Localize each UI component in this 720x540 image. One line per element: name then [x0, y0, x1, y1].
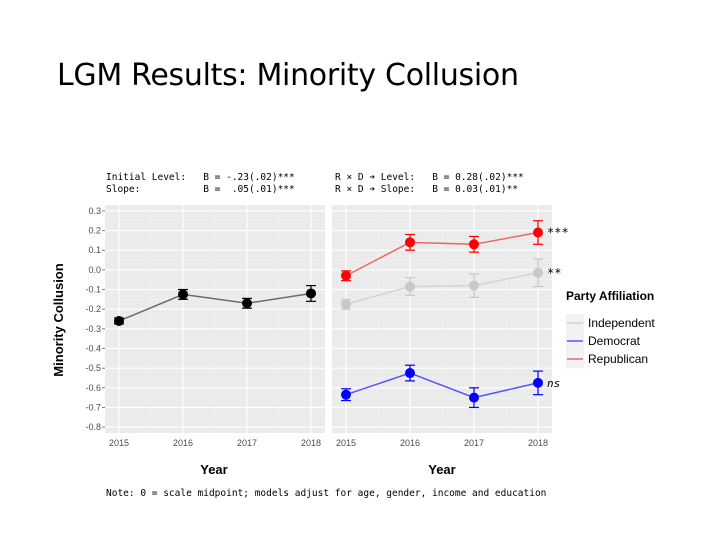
independent-point [341, 299, 351, 310]
republican-point [405, 237, 415, 248]
x-axis-title-left: Year [200, 462, 227, 477]
x-axis-title-right: Year [428, 462, 455, 477]
legend-title: Party Affiliation [566, 289, 654, 303]
republican-significance-label: *** [547, 226, 569, 240]
x-tick-label-right: 2017 [464, 438, 484, 448]
y-tick-label: -0.8 [85, 422, 101, 432]
series-point [178, 289, 188, 300]
stats-left-line2: Slope: B = .05(.01)*** [106, 184, 295, 195]
y-tick-label: -0.2 [85, 304, 101, 314]
independent-line [345, 272, 539, 305]
x-tick-label-right: 2018 [528, 438, 548, 448]
legend-label-republican: Republican [588, 352, 648, 366]
y-tick-label: 0.0 [88, 265, 101, 275]
legend-label-independent: Independent [588, 316, 655, 330]
republican-line [345, 231, 539, 277]
democrat-point [469, 392, 479, 403]
note-text: Note: 0 = scale midpoint; models adjust … [106, 488, 547, 499]
republican-point [469, 239, 479, 250]
democrat-point [405, 368, 415, 379]
tick-labels: 2015 2016 2017 2018 2015 2016 2017 2018 0.3 0.2 0.… [85, 206, 548, 448]
y-tick-label: 0.3 [88, 206, 101, 216]
stats-left-line1: Initial Level: B = -.23(.02)*** [106, 172, 295, 183]
y-tick-label: -0.1 [85, 285, 101, 295]
x-tick-label-left: 2018 [301, 438, 321, 448]
democrat-point [533, 377, 543, 388]
independent-point [405, 281, 415, 292]
democrat-point [341, 389, 351, 400]
independent-point [469, 280, 479, 291]
y-tick-label: -0.4 [85, 343, 101, 353]
y-tick-label: -0.6 [85, 383, 101, 393]
y-axis-title: Minority Collusion [51, 263, 66, 376]
y-tick-label: 0.2 [88, 226, 101, 236]
legend-label-democrat: Democrat [588, 334, 641, 348]
y-tick-label: -0.7 [85, 402, 101, 412]
republican-point [533, 227, 543, 238]
series-line [118, 292, 312, 322]
democrat-significance-label: ns [547, 377, 560, 390]
y-tick-label: -0.3 [85, 324, 101, 334]
republican-point [341, 270, 351, 281]
x-tick-label-left: 2015 [109, 438, 129, 448]
series-point [114, 315, 124, 326]
stats-right-line1: R × D ➔ Level: B = 0.28(.02)*** [335, 172, 524, 183]
slide-title: LGM Results: Minority Collusion [57, 58, 519, 93]
legend: Party Affiliation Independent Democrat Rep… [566, 289, 655, 368]
y-tick-label: -0.5 [85, 363, 101, 373]
x-tick-label-right: 2015 [336, 438, 356, 448]
x-tick-label-left: 2017 [237, 438, 257, 448]
y-tick-label: 0.1 [88, 245, 101, 255]
stats-right-line2: R × D ➔ Slope: B = 0.03(.01)** [335, 184, 519, 195]
series-point [242, 298, 252, 309]
independent-significance-label: ** [547, 266, 561, 280]
series-layer: ** ns *** [114, 220, 569, 409]
x-tick-label-left: 2016 [173, 438, 193, 448]
x-tick-label-right: 2016 [400, 438, 420, 448]
series-point [306, 288, 316, 299]
independent-point [533, 267, 543, 278]
democrat-line [345, 372, 539, 399]
